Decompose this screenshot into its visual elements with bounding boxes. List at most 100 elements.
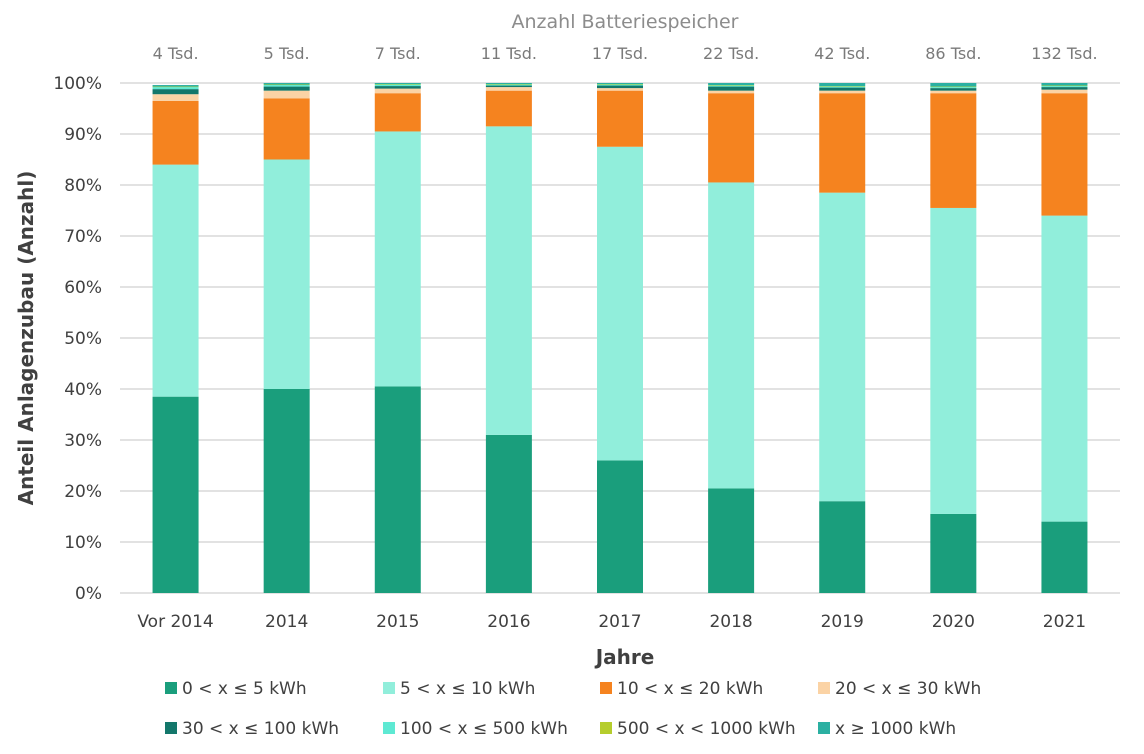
bar-segment — [374, 386, 421, 593]
x-tick-label: 2014 — [265, 612, 308, 632]
legend-label: 10 < x ≤ 20 kWh — [617, 679, 763, 699]
bar-segment — [930, 87, 977, 89]
top-count-label: 7 Tsd. — [375, 44, 421, 63]
x-axis-title: Jahre — [594, 645, 655, 669]
bar-segment — [1041, 87, 1088, 90]
y-tick-label: 30% — [64, 431, 102, 451]
bar-segment — [930, 90, 977, 94]
bar-segment — [1041, 215, 1088, 522]
bar-segment — [485, 83, 532, 85]
legend-item: 100 < x ≤ 500 kWh — [383, 719, 568, 739]
x-tick-label: 2019 — [821, 612, 864, 632]
bar-segment — [374, 86, 421, 89]
bar-segment — [819, 192, 866, 502]
legend-swatch — [600, 682, 612, 694]
bar-segment — [1041, 521, 1088, 593]
legend-label: 5 < x ≤ 10 kWh — [400, 679, 535, 699]
y-tick-label: 100% — [53, 74, 102, 94]
legend-item: 20 < x ≤ 30 kWh — [818, 679, 981, 699]
x-tick-label: 2018 — [709, 612, 752, 632]
bar-stack — [263, 83, 310, 593]
bar-segment — [374, 83, 421, 85]
legend-swatch — [383, 722, 395, 734]
legend-label: 100 < x ≤ 500 kWh — [400, 719, 568, 739]
bar-segment — [1041, 85, 1088, 87]
bar-stack — [374, 83, 421, 593]
legend-item: x ≥ 1000 kWh — [818, 719, 956, 739]
x-tick-label: 2021 — [1043, 612, 1086, 632]
bar-segment — [819, 83, 866, 87]
bar-segment — [819, 86, 866, 87]
bar-segment — [819, 501, 866, 593]
bar-stack — [819, 83, 866, 593]
bar-stack — [152, 85, 199, 593]
bar-segment — [1041, 83, 1088, 86]
bar-segment — [819, 93, 866, 193]
y-tick-label: 0% — [75, 584, 102, 604]
bar-segment — [1041, 93, 1088, 216]
bar-stack — [597, 83, 643, 593]
bar-segment — [152, 94, 199, 101]
bar-segment — [374, 88, 421, 94]
bar-segment — [1041, 89, 1088, 94]
legend-swatch — [818, 722, 830, 734]
bar-segment — [708, 86, 755, 91]
bar-segment — [1041, 86, 1088, 88]
bar-segment — [485, 126, 532, 435]
bar-segment — [485, 434, 532, 593]
legend-swatch — [383, 682, 395, 694]
bar-segment — [485, 90, 532, 127]
legend-item: 5 < x ≤ 10 kWh — [383, 679, 535, 699]
bar-segment — [374, 84, 421, 87]
bar-segment — [597, 90, 643, 147]
y-tick-label: 80% — [64, 176, 102, 196]
bar-segment — [152, 87, 199, 90]
y-tick-label: 10% — [64, 533, 102, 553]
y-tick-label: 20% — [64, 482, 102, 502]
bar-segment — [708, 85, 755, 86]
bar-segment — [597, 88, 643, 91]
bar-segment — [708, 90, 755, 94]
bar-segment — [263, 159, 310, 389]
bar-segment — [263, 86, 310, 91]
legend-item: 0 < x ≤ 5 kWh — [165, 679, 307, 699]
bar-segment — [263, 83, 310, 85]
bar-segment — [263, 85, 310, 87]
bar-segment — [263, 84, 310, 86]
top-count-label: 132 Tsd. — [1031, 44, 1097, 63]
bar-segment — [485, 87, 532, 91]
bar-segment — [930, 88, 977, 91]
bar-segment — [152, 396, 199, 593]
bar-segment — [930, 207, 977, 514]
bar-segment — [374, 84, 421, 85]
bar-segment — [819, 87, 866, 91]
bar-segment — [708, 93, 755, 183]
y-tick-label: 70% — [64, 227, 102, 247]
legend-item: 30 < x ≤ 100 kWh — [165, 719, 339, 739]
y-tick-label: 90% — [64, 125, 102, 145]
y-tick-label: 60% — [64, 278, 102, 298]
bar-segment — [152, 100, 199, 165]
bar-segment — [152, 89, 199, 95]
bar-segment — [152, 164, 199, 397]
legend-swatch — [165, 682, 177, 694]
bar-segment — [930, 513, 977, 593]
bar-segment — [597, 85, 643, 89]
bar-segment — [152, 85, 199, 87]
bar-segment — [819, 86, 866, 88]
y-axis-title: Anteil Anlagenzubau (Anzahl) — [14, 171, 38, 506]
legend-swatch — [818, 682, 830, 694]
top-count-label: 4 Tsd. — [153, 44, 199, 63]
bar-stack — [708, 83, 755, 593]
legend-swatch — [600, 722, 612, 734]
bar-segment — [374, 93, 421, 132]
bar-segment — [708, 83, 755, 86]
bar-segment — [930, 86, 977, 88]
legend-label: x ≥ 1000 kWh — [835, 719, 956, 739]
top-count-label: 86 Tsd. — [925, 44, 981, 63]
legend-label: 30 < x ≤ 100 kWh — [182, 719, 339, 739]
top-count-label: 22 Tsd. — [703, 44, 759, 63]
x-tick-label: 2020 — [932, 612, 975, 632]
x-tick-label: 2015 — [376, 612, 419, 632]
